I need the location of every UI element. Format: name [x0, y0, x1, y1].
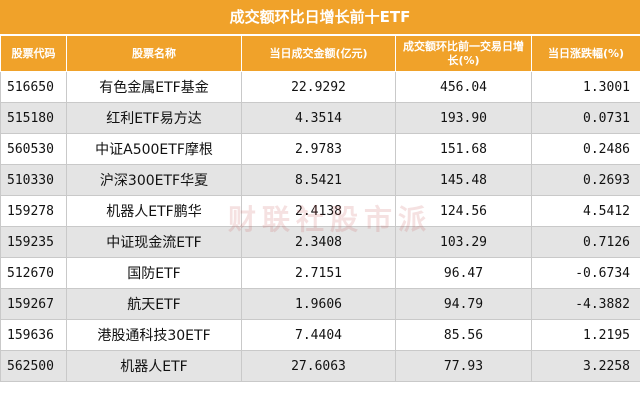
- cell-code: 516650: [0, 71, 67, 103]
- cell-amount: 1.9606: [241, 288, 396, 320]
- cell-change: 3.2258: [531, 350, 640, 382]
- cell-code: 159636: [0, 319, 67, 351]
- cell-change: 0.0731: [531, 102, 640, 134]
- table-title: 成交额环比日增长前十ETF: [0, 0, 640, 35]
- table-row: 159636 港股通科技30ETF 7.4404 85.56 1.2195: [0, 319, 640, 351]
- cell-amount: 2.9783: [241, 133, 396, 165]
- etf-table: 股票代码 股票名称 当日成交金额(亿元) 成交额环比前一交易日增长(%) 当日涨…: [0, 35, 640, 382]
- table-row: 560530 中证A500ETF摩根 2.9783 151.68 0.2486: [0, 133, 640, 165]
- cell-growth: 77.93: [395, 350, 532, 382]
- cell-growth: 124.56: [395, 195, 532, 227]
- cell-name: 中证现金流ETF: [66, 226, 242, 258]
- cell-name: 沪深300ETF华夏: [66, 164, 242, 196]
- cell-change: 0.7126: [531, 226, 640, 258]
- cell-amount: 8.5421: [241, 164, 396, 196]
- header-name: 股票名称: [66, 35, 242, 72]
- cell-change: 4.5412: [531, 195, 640, 227]
- cell-amount: 7.4404: [241, 319, 396, 351]
- cell-amount: 22.9292: [241, 71, 396, 103]
- cell-code: 159235: [0, 226, 67, 258]
- cell-growth: 151.68: [395, 133, 532, 165]
- header-code: 股票代码: [0, 35, 67, 72]
- header-amount: 当日成交金额(亿元): [241, 35, 396, 72]
- cell-code: 512670: [0, 257, 67, 289]
- cell-growth: 94.79: [395, 288, 532, 320]
- cell-growth: 103.29: [395, 226, 532, 258]
- cell-name: 航天ETF: [66, 288, 242, 320]
- cell-amount: 2.4138: [241, 195, 396, 227]
- table-row: 159235 中证现金流ETF 2.3408 103.29 0.7126: [0, 226, 640, 258]
- cell-change: 0.2693: [531, 164, 640, 196]
- cell-name: 国防ETF: [66, 257, 242, 289]
- cell-code: 159278: [0, 195, 67, 227]
- cell-code: 510330: [0, 164, 67, 196]
- table-row: 159278 机器人ETF鹏华 2.4138 124.56 4.5412: [0, 195, 640, 227]
- table-row: 512670 国防ETF 2.7151 96.47 -0.6734: [0, 257, 640, 289]
- table-row: 516650 有色金属ETF基金 22.9292 456.04 1.3001: [0, 71, 640, 103]
- table-row: 562500 机器人ETF 27.6063 77.93 3.2258: [0, 350, 640, 382]
- cell-change: -4.3882: [531, 288, 640, 320]
- cell-change: -0.6734: [531, 257, 640, 289]
- cell-name: 中证A500ETF摩根: [66, 133, 242, 165]
- cell-growth: 145.48: [395, 164, 532, 196]
- cell-name: 机器人ETF鹏华: [66, 195, 242, 227]
- cell-name: 港股通科技30ETF: [66, 319, 242, 351]
- header-change: 当日涨跌幅(%): [531, 35, 640, 72]
- header-row: 股票代码 股票名称 当日成交金额(亿元) 成交额环比前一交易日增长(%) 当日涨…: [0, 35, 640, 72]
- table-row: 510330 沪深300ETF华夏 8.5421 145.48 0.2693: [0, 164, 640, 196]
- cell-name: 机器人ETF: [66, 350, 242, 382]
- cell-code: 159267: [0, 288, 67, 320]
- cell-code: 515180: [0, 102, 67, 134]
- cell-change: 1.2195: [531, 319, 640, 351]
- cell-change: 1.3001: [531, 71, 640, 103]
- table-row: 515180 红利ETF易方达 4.3514 193.90 0.0731: [0, 102, 640, 134]
- cell-amount: 2.3408: [241, 226, 396, 258]
- cell-code: 560530: [0, 133, 67, 165]
- cell-code: 562500: [0, 350, 67, 382]
- header-growth: 成交额环比前一交易日增长(%): [395, 35, 532, 72]
- cell-name: 红利ETF易方达: [66, 102, 242, 134]
- cell-name: 有色金属ETF基金: [66, 71, 242, 103]
- cell-growth: 193.90: [395, 102, 532, 134]
- cell-amount: 2.7151: [241, 257, 396, 289]
- cell-change: 0.2486: [531, 133, 640, 165]
- cell-amount: 27.6063: [241, 350, 396, 382]
- cell-growth: 456.04: [395, 71, 532, 103]
- table-row: 159267 航天ETF 1.9606 94.79 -4.3882: [0, 288, 640, 320]
- cell-amount: 4.3514: [241, 102, 396, 134]
- cell-growth: 96.47: [395, 257, 532, 289]
- cell-growth: 85.56: [395, 319, 532, 351]
